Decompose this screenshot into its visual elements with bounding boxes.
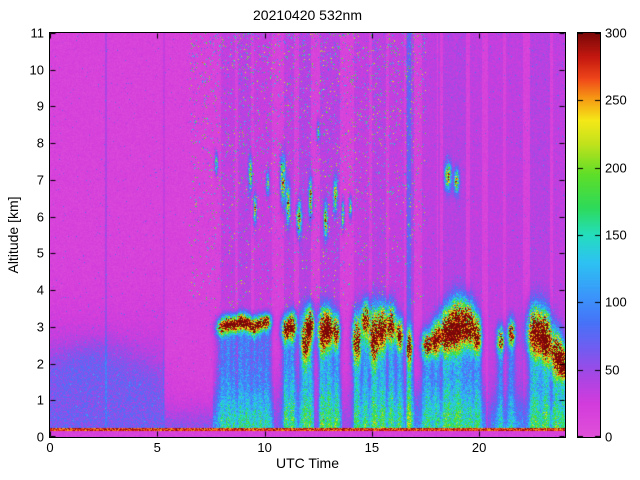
- y-axis-label: Altitude [km]: [5, 196, 21, 274]
- y-tick-label-3: 3: [36, 319, 44, 335]
- colorbar-tick-label-300: 300: [605, 25, 627, 41]
- colorbar-tick-label-0: 0: [605, 429, 613, 445]
- y-tick-label-2: 2: [36, 356, 44, 372]
- y-tick-label-5: 5: [36, 245, 44, 261]
- x-tick-label-5: 5: [153, 440, 161, 455]
- y-tick-label-6: 6: [36, 209, 44, 225]
- colorbar-tick-label-100: 100: [605, 294, 627, 310]
- y-tick-label-4: 4: [36, 282, 44, 298]
- y-tick-label-10: 10: [29, 62, 44, 78]
- x-tick-label-10: 10: [257, 440, 272, 455]
- y-tick-label-0: 0: [36, 429, 44, 445]
- y-tick-label-8: 8: [36, 135, 44, 151]
- x-axis-label: UTC Time: [276, 455, 339, 471]
- x-tick-label-20: 20: [471, 440, 487, 455]
- heatmap-canvas: [49, 32, 566, 438]
- colorbar-tick-label-150: 150: [605, 227, 627, 243]
- colorbar-canvas: [577, 32, 601, 438]
- x-tick-label-0: 0: [46, 440, 54, 455]
- plot-title: 20210420 532nm: [253, 7, 362, 23]
- y-tick-label-9: 9: [36, 98, 44, 114]
- y-tick-label-7: 7: [36, 172, 44, 188]
- x-tick-label-15: 15: [364, 440, 380, 455]
- colorbar-tick-label-50: 50: [605, 362, 620, 378]
- y-tick-label-11: 11: [30, 25, 45, 41]
- colorbar-tick-label-200: 200: [605, 160, 627, 176]
- y-tick-label-1: 1: [36, 392, 44, 408]
- colorbar-tick-label-250: 250: [605, 92, 627, 108]
